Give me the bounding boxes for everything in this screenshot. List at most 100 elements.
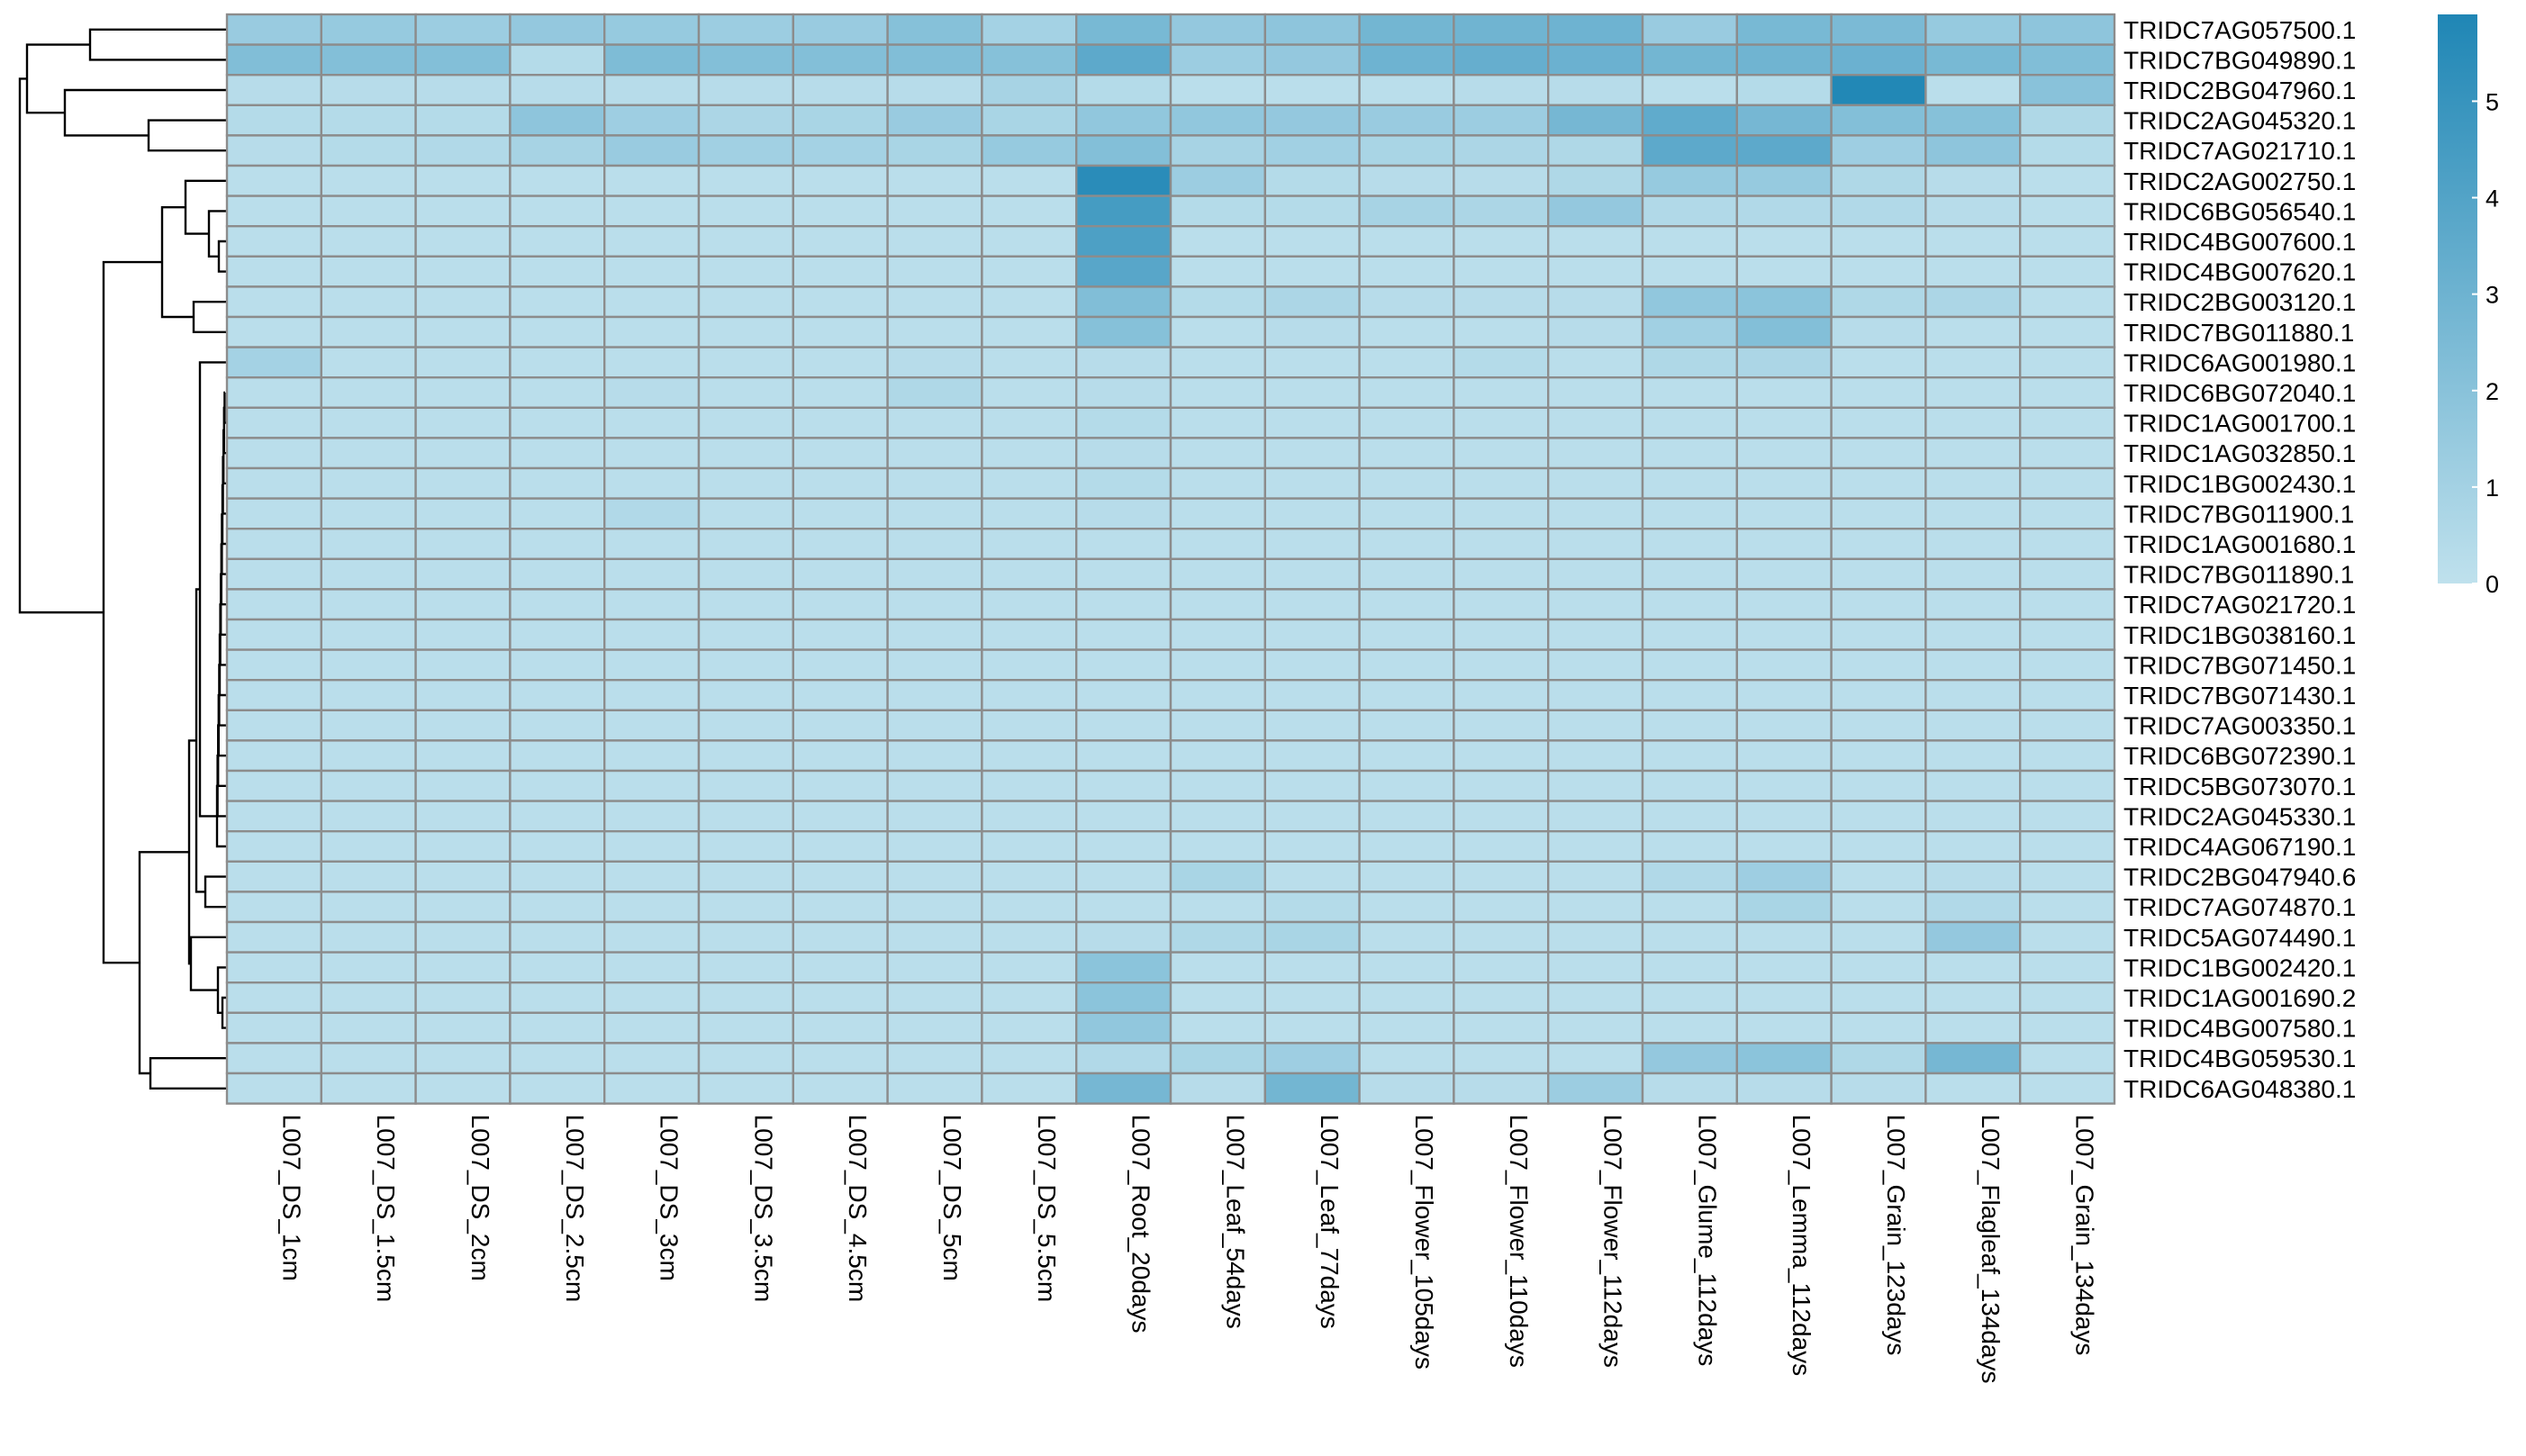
heatmap-cell bbox=[1924, 437, 2022, 470]
heatmap-cell bbox=[1735, 164, 1833, 197]
heatmap-cell bbox=[981, 981, 1078, 1014]
heatmap-cell bbox=[1546, 497, 1644, 530]
heatmap-cell bbox=[509, 860, 606, 893]
heatmap-cell bbox=[509, 376, 606, 410]
heatmap-cell bbox=[1358, 224, 1455, 258]
heatmap-cell bbox=[1924, 315, 2022, 348]
heatmap-cell bbox=[1074, 194, 1172, 228]
heatmap-cell bbox=[1641, 104, 1739, 137]
heatmap-cell bbox=[225, 1072, 323, 1105]
heatmap-cell bbox=[792, 315, 889, 348]
heatmap-cell bbox=[320, 557, 417, 591]
heatmap-cell bbox=[1169, 1011, 1267, 1045]
heatmap-cell bbox=[792, 618, 889, 651]
heatmap-cell bbox=[1735, 406, 1833, 439]
heatmap-cell bbox=[886, 73, 983, 106]
row-label: TRIDC1AG001680.1 bbox=[2123, 530, 2356, 558]
heatmap-cell bbox=[697, 860, 795, 893]
heatmap-cell bbox=[697, 437, 795, 470]
row-label: TRIDC6BG072390.1 bbox=[2123, 742, 2356, 770]
heatmap-cell bbox=[603, 43, 701, 77]
column-label: L007_DS_4.5cm bbox=[844, 1115, 872, 1303]
heatmap-cell bbox=[1074, 618, 1172, 651]
heatmap-cell bbox=[1358, 134, 1455, 167]
heatmap-cell bbox=[414, 739, 512, 773]
heatmap-cell bbox=[320, 769, 417, 802]
heatmap-cell bbox=[225, 437, 323, 470]
heatmap-cell bbox=[1263, 376, 1361, 410]
heatmap-cell bbox=[697, 648, 795, 682]
heatmap-cell bbox=[886, 981, 983, 1014]
heatmap-cell bbox=[1735, 194, 1833, 228]
heatmap-cell bbox=[1830, 891, 1927, 924]
heatmap-cell bbox=[320, 104, 417, 137]
heatmap-cell bbox=[320, 285, 417, 319]
heatmap-cell bbox=[2018, 376, 2116, 410]
heatmap-cell bbox=[697, 285, 795, 319]
heatmap-cell bbox=[1924, 679, 2022, 712]
heatmap-cell bbox=[320, 648, 417, 682]
heatmap-cell bbox=[886, 769, 983, 802]
heatmap-cell bbox=[603, 557, 701, 591]
heatmap-cell bbox=[2018, 739, 2116, 773]
heatmap-cell bbox=[320, 800, 417, 833]
heatmap-cell bbox=[1641, 679, 1739, 712]
heatmap-cell bbox=[792, 891, 889, 924]
heatmap-cell bbox=[603, 376, 701, 410]
heatmap-cell bbox=[1735, 528, 1833, 561]
heatmap-cell bbox=[1074, 709, 1172, 742]
heatmap-cell bbox=[1453, 224, 1550, 258]
heatmap-cell bbox=[792, 466, 889, 500]
heatmap-cell bbox=[886, 1072, 983, 1105]
heatmap-cell bbox=[1074, 528, 1172, 561]
heatmap-cell bbox=[2018, 981, 2116, 1014]
heatmap-cell bbox=[1169, 437, 1267, 470]
heatmap-cell bbox=[886, 497, 983, 530]
heatmap-cell bbox=[697, 981, 795, 1014]
heatmap-cell bbox=[697, 194, 795, 228]
heatmap-cell bbox=[981, 891, 1078, 924]
heatmap-cell bbox=[1074, 1042, 1172, 1075]
heatmap-cell bbox=[981, 346, 1078, 379]
heatmap-cell bbox=[1453, 466, 1550, 500]
heatmap-cell bbox=[1263, 588, 1361, 621]
heatmap-cell bbox=[1263, 104, 1361, 137]
heatmap-cell bbox=[1735, 1072, 1833, 1105]
heatmap-cell bbox=[981, 800, 1078, 833]
heatmap-cell bbox=[1263, 73, 1361, 106]
heatmap-cell bbox=[1641, 830, 1739, 864]
heatmap-cell bbox=[1735, 769, 1833, 802]
heatmap-cell bbox=[1641, 73, 1739, 106]
heatmap-cell bbox=[1830, 43, 1927, 77]
heatmap-cell bbox=[981, 1042, 1078, 1075]
heatmap-cell bbox=[320, 1042, 417, 1075]
heatmap-cell bbox=[1641, 588, 1739, 621]
heatmap-cell bbox=[1830, 134, 1927, 167]
heatmap-cell bbox=[1358, 588, 1455, 621]
heatmap-cell bbox=[1924, 1072, 2022, 1105]
heatmap-cell bbox=[697, 376, 795, 410]
legend-tick-label: 1 bbox=[2485, 475, 2499, 502]
heatmap-cell bbox=[1735, 376, 1833, 410]
heatmap-cell bbox=[886, 557, 983, 591]
heatmap-cell bbox=[320, 466, 417, 500]
heatmap-cell bbox=[1830, 1072, 1927, 1105]
heatmap-cell bbox=[320, 951, 417, 984]
heatmap-cell bbox=[320, 528, 417, 561]
heatmap-cell bbox=[509, 73, 606, 106]
heatmap-cell bbox=[1169, 618, 1267, 651]
heatmap-cell bbox=[414, 224, 512, 258]
heatmap-cell bbox=[981, 497, 1078, 530]
heatmap-cell bbox=[1263, 255, 1361, 288]
heatmap-cell bbox=[1263, 164, 1361, 197]
heatmap-cell bbox=[1830, 739, 1927, 773]
heatmap-cell bbox=[697, 1042, 795, 1075]
heatmap-cell bbox=[1074, 830, 1172, 864]
heatmap-cell bbox=[1924, 588, 2022, 621]
heatmap-cell bbox=[2018, 557, 2116, 591]
heatmap-cell bbox=[1735, 437, 1833, 470]
heatmap-cell bbox=[2018, 104, 2116, 137]
row-label: TRIDC5AG074490.1 bbox=[2123, 924, 2356, 952]
row-label: TRIDC4BG007620.1 bbox=[2123, 258, 2356, 286]
heatmap-cell bbox=[1169, 830, 1267, 864]
